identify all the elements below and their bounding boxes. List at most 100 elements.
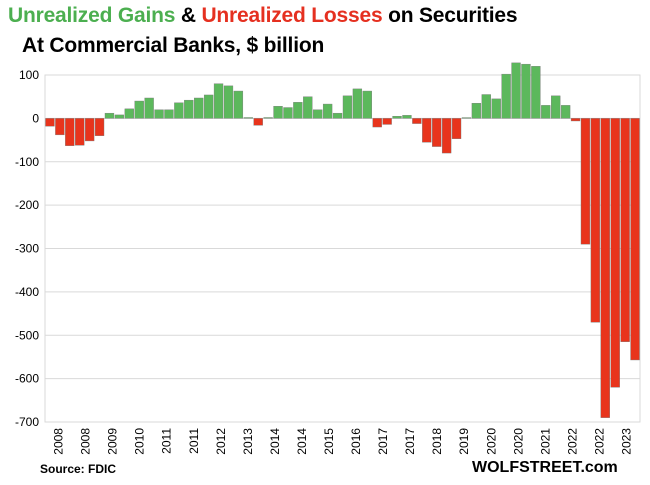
loss-bar: [372, 118, 382, 128]
x-tick-label: 2017: [376, 428, 390, 455]
gain-bar: [233, 90, 244, 119]
loss-bar: [45, 118, 55, 127]
loss-bar: [412, 118, 422, 124]
gain-bar: [402, 115, 412, 119]
gain-bar: [531, 66, 541, 119]
gain-bar: [164, 109, 174, 119]
x-tick-label: 2019: [457, 428, 471, 455]
brand-logo-text: WOLFSTREET.com: [472, 459, 618, 476]
loss-bar: [422, 118, 432, 143]
loss-bar: [84, 118, 95, 142]
gain-bar: [263, 117, 273, 119]
chart-title: Unrealized Gains & Unrealized Losses on …: [8, 4, 518, 28]
y-tick-label: -600: [15, 372, 39, 386]
gain-bar: [243, 117, 253, 119]
x-tick-label: 2013: [241, 428, 255, 455]
gain-bar: [213, 83, 224, 119]
gain-bar: [114, 114, 125, 119]
loss-bar: [441, 118, 452, 154]
plot-frame: [44, 74, 641, 423]
gain-bar: [501, 73, 511, 119]
gain-bar: [322, 103, 333, 119]
x-tick-label: 2010: [133, 428, 147, 455]
y-tick-label: -700: [15, 415, 39, 429]
gain-bar: [184, 99, 194, 119]
x-tick-label: 2017: [403, 428, 417, 455]
gain-bar: [511, 62, 521, 119]
x-tick-label: 2011: [187, 428, 201, 454]
loss-bar: [630, 118, 640, 361]
x-tick-label: 2016: [349, 428, 363, 455]
gain-bar: [352, 88, 363, 119]
x-tick-label: 2012: [214, 428, 228, 455]
x-tick-label: 2020: [484, 428, 498, 455]
gain-bar: [283, 107, 293, 119]
x-tick-label: 2008: [52, 428, 66, 455]
title-rest: on Securities: [388, 4, 518, 27]
gain-bar: [551, 95, 561, 119]
gain-bar: [392, 116, 402, 119]
loss-bar: [610, 118, 620, 388]
title-gains: Unrealized Gains: [8, 4, 176, 27]
loss-bar: [600, 118, 610, 418]
gain-bar: [342, 95, 353, 119]
gain-bar: [313, 109, 323, 119]
loss-bar: [382, 118, 392, 125]
x-tick-label: 2014: [268, 428, 282, 455]
gain-bar: [481, 94, 491, 119]
x-tick-label: 2022: [592, 428, 606, 455]
x-tick-label: 2020: [511, 428, 525, 455]
gain-bar: [362, 90, 372, 119]
loss-bar: [432, 118, 442, 147]
x-tick-label: 2014: [295, 428, 309, 455]
loss-bar: [253, 118, 263, 126]
gain-bar: [491, 98, 501, 119]
gain-bar: [223, 85, 234, 119]
loss-bar: [65, 118, 75, 146]
y-tick-label: 0: [32, 111, 39, 125]
gain-bar: [560, 105, 571, 119]
loss-bar: [75, 118, 85, 146]
x-tick-label: 2011: [160, 428, 174, 454]
loss-bar: [55, 118, 65, 136]
gain-bar: [194, 97, 204, 119]
gain-bar: [144, 97, 154, 119]
gain-bar: [104, 112, 115, 119]
x-tick-label: 2015: [322, 428, 336, 455]
x-tick-label: 2009: [106, 428, 120, 455]
chart-subtitle: At Commercial Banks, $ billion: [22, 34, 325, 57]
source-note: Source: FDIC: [40, 462, 117, 476]
gain-bar: [541, 105, 551, 119]
gain-bar: [154, 109, 164, 119]
y-tick-label: -200: [15, 198, 39, 212]
gain-bar: [521, 63, 531, 119]
gain-bar: [124, 108, 134, 119]
loss-bar: [580, 118, 591, 245]
y-tick-label: -300: [15, 242, 39, 256]
gain-bar: [293, 102, 303, 119]
x-tick-label: 2022: [565, 428, 579, 455]
gain-bar: [332, 112, 343, 119]
gain-bar: [174, 102, 184, 119]
gain-bar: [203, 94, 214, 119]
title-ampersand: &: [180, 4, 196, 27]
y-tick-label: -400: [15, 285, 39, 299]
x-tick-label: 2018: [430, 428, 444, 455]
loss-bar: [620, 118, 630, 342]
gain-bar: [303, 96, 313, 119]
y-tick-label: -500: [15, 328, 39, 342]
x-tick-label: 2023: [619, 428, 633, 455]
gain-bar: [273, 106, 283, 119]
loss-bar: [451, 118, 462, 139]
loss-bar: [570, 118, 581, 122]
x-tick-label: 2008: [79, 428, 93, 455]
x-tick-label: 2021: [538, 428, 552, 455]
title-losses: Unrealized Losses: [201, 4, 383, 27]
loss-bar: [94, 118, 105, 136]
gain-bar: [461, 117, 472, 119]
y-tick-label: -100: [15, 155, 39, 169]
gain-bar: [134, 100, 144, 119]
gain-bar: [471, 102, 482, 119]
